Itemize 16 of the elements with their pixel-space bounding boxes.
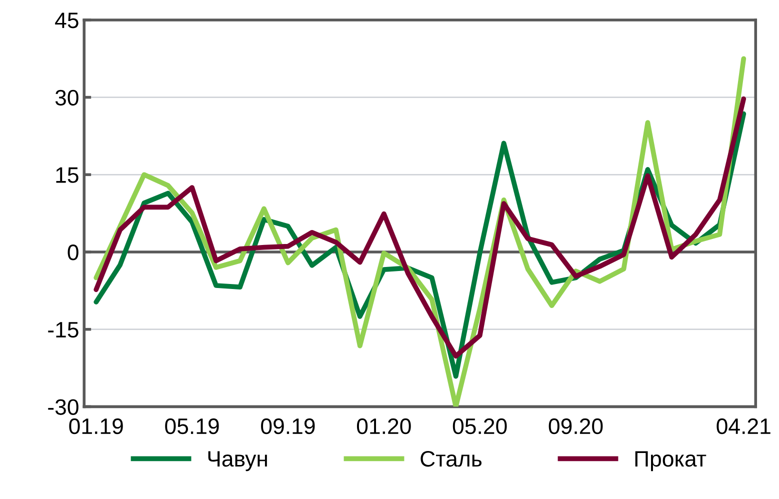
legend-label: Сталь [420,450,482,467]
y-tick-label: 30 [55,90,78,106]
x-tick-label: 09.19 [261,418,315,434]
x-tick-label: 05.19 [165,418,219,434]
x-tick-label: 01.19 [69,418,123,434]
y-tick-label: -15 [48,322,78,338]
y-tick-label: 0 [68,244,78,260]
y-tick-label: -30 [48,399,78,415]
y-tick-label: 15 [56,167,78,183]
x-tick-label: 04.21 [716,418,770,434]
legend-label: Прокат [635,451,706,472]
x-tick-label: 01.20 [356,418,411,434]
x-tick-label: 09.20 [548,418,603,434]
y-tick-label: 45 [55,12,78,28]
x-tick-label: 05.20 [452,418,507,434]
legend-label: Чавун [208,451,267,472]
